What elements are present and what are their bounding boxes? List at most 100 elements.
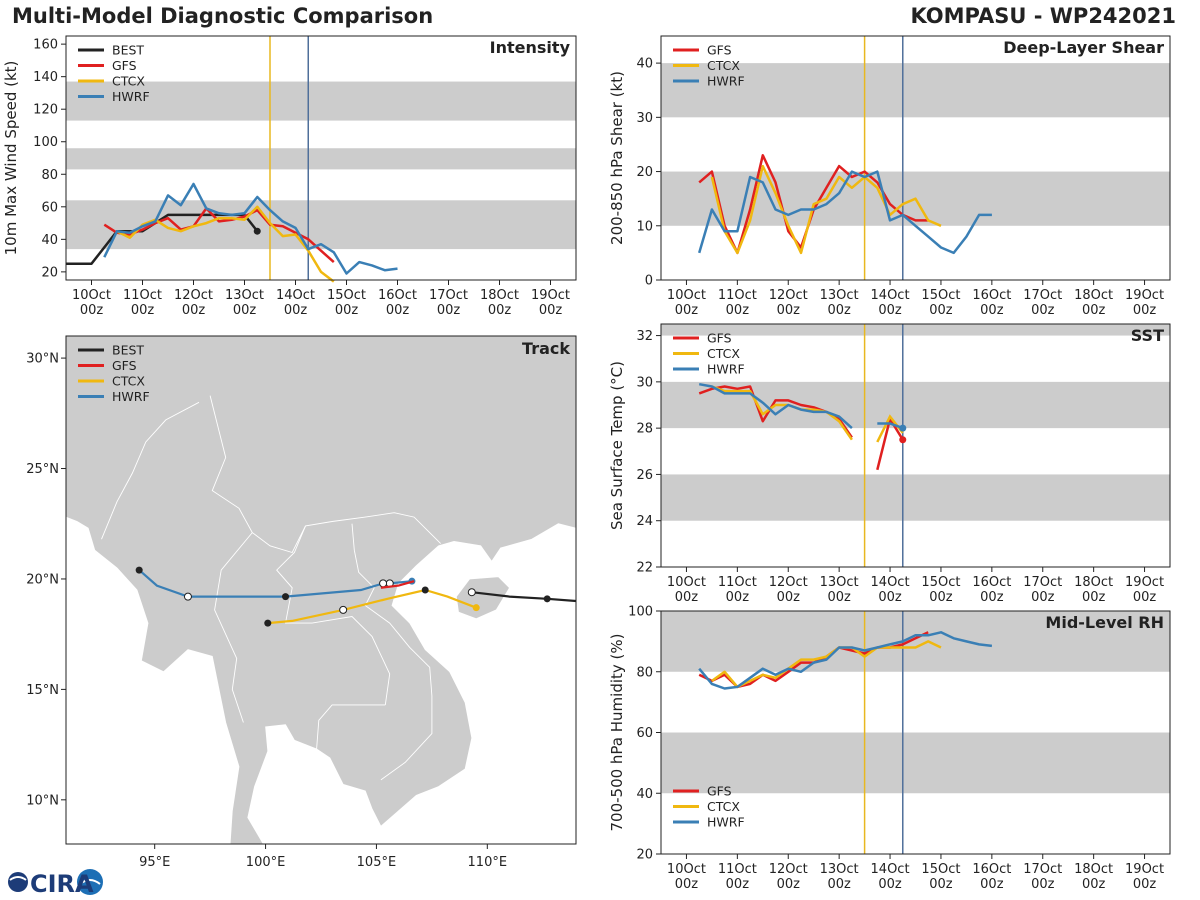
intensity-ytick-label: 60 (41, 200, 58, 215)
shear-ytick-label: 20 (636, 165, 653, 180)
sst-ytick-label: 24 (636, 514, 653, 529)
rh-xtick-label: 15Oct (921, 862, 960, 877)
shear-ytick-label: 0 (645, 274, 653, 289)
shear-xtick-label: 00z (929, 303, 953, 318)
intensity-series-best-end-point (253, 227, 261, 235)
rh-band (661, 611, 1170, 672)
intensity-ytick-label: 100 (33, 135, 58, 150)
track-point-ctcx (472, 604, 480, 612)
intensity-series-hwrf (103, 182, 398, 275)
rh-xtick-label: 13Oct (820, 862, 859, 877)
track-xtick-label: 100°E (246, 855, 286, 870)
track-point-ctcx (421, 586, 429, 594)
shear-xtick-label: 00z (1031, 303, 1055, 318)
intensity-xtick-label: 00z (335, 303, 359, 318)
sst-xtick-label: 12Oct (769, 575, 808, 590)
shear-xtick-label: 10Oct (667, 288, 706, 303)
intensity-legend-label-hwrf: HWRF (112, 89, 150, 104)
sst-band (661, 381, 1170, 429)
track-xtick-label: 110°E (468, 855, 508, 870)
sst-xtick-label: 14Oct (871, 575, 910, 590)
track-ytick-label: 10°N (26, 793, 59, 808)
intensity-ytick-label: 140 (33, 70, 58, 85)
sst-xtick-label: 00z (726, 590, 750, 605)
rh-legend-label-gfs: GFS (707, 784, 732, 799)
track-legend-label-hwrf: HWRF (112, 389, 150, 404)
shear-xtick-label: 15Oct (921, 288, 960, 303)
shear-legend-label-ctcx: CTCX (707, 58, 740, 73)
shear-frame (660, 35, 1171, 281)
sst-frame (660, 323, 1171, 568)
shear-legend-label-gfs: GFS (707, 43, 732, 58)
intensity-series-ctcx (116, 205, 335, 283)
shear-xtick-label: 00z (878, 303, 902, 318)
track-border-line (351, 523, 433, 781)
track-title: Track (522, 339, 570, 358)
intensity-ylabel: 10m Max Wind Speed (kt) (2, 61, 20, 256)
track-border-line (316, 704, 386, 750)
shear-xtick-label: 00z (1082, 303, 1106, 318)
track-line-gfs (380, 580, 415, 589)
cira-logo-mark: CIRA (8, 869, 103, 898)
track-point-hwrf (183, 592, 192, 601)
intensity-legend-label-ctcx: CTCX (112, 74, 145, 89)
track-border-line (209, 395, 442, 554)
track-point-best (543, 595, 551, 603)
intensity-xtick-label: 17Oct (429, 288, 468, 303)
sst-series-hwrf (698, 382, 853, 430)
rh-legend-label-hwrf: HWRF (707, 815, 745, 830)
intensity-xtick-label: 10Oct (72, 288, 111, 303)
rh-xtick-label: 10Oct (667, 862, 706, 877)
rh-title: Mid-Level RH (1045, 613, 1164, 632)
track-legend-label-gfs: GFS (112, 358, 137, 373)
track-xtick-label: 105°E (357, 855, 397, 870)
sst-xtick-label: 13Oct (820, 575, 859, 590)
rh-series-ctcx (711, 640, 942, 689)
sst-legend-label-gfs: GFS (707, 331, 732, 346)
sst-series-hwrf-segment (877, 422, 904, 430)
intensity-xtick-label: 00z (233, 303, 257, 318)
intensity-frame (65, 35, 577, 281)
intensity-xtick-label: 19Oct (531, 288, 570, 303)
shear-xtick-label: 00z (827, 303, 851, 318)
sst-xtick-label: 00z (1082, 590, 1106, 605)
intensity-xtick-label: 13Oct (225, 288, 264, 303)
sst-xtick-label: 00z (1133, 590, 1157, 605)
shear-xtick-label: 16Oct (972, 288, 1011, 303)
shear-ylabel: 200-850 hPa Shear (kt) (608, 71, 626, 245)
rh-xtick-label: 00z (929, 877, 953, 892)
shear-ytick-label: 30 (636, 111, 653, 126)
sst-title: SST (1131, 326, 1164, 345)
track-border-line (101, 401, 200, 540)
rh-xtick-label: 17Oct (1023, 862, 1062, 877)
sst-xtick-label: 11Oct (718, 575, 757, 590)
intensity-xtick-label: 00z (488, 303, 512, 318)
track-ytick-label: 25°N (26, 462, 59, 477)
shear-xtick-label: 17Oct (1023, 288, 1062, 303)
sst-series-hwrf-end-point (899, 424, 907, 432)
intensity-xtick-label: 00z (131, 303, 155, 318)
shear-title: Deep-Layer Shear (1003, 38, 1164, 57)
shear-xtick-label: 12Oct (769, 288, 808, 303)
intensity-xtick-label: 00z (284, 303, 308, 318)
sst-band (661, 474, 1170, 521)
intensity-ytick-label: 20 (41, 265, 58, 280)
sst-xtick-label: 18Oct (1074, 575, 1113, 590)
sst-series-gfs-end-point (899, 436, 907, 444)
shear-series-ctcx (710, 164, 942, 255)
intensity-title: Intensity (490, 38, 571, 57)
sst-xtick-label: 00z (827, 590, 851, 605)
sst-xtick-label: 15Oct (921, 575, 960, 590)
intensity-xtick-label: 14Oct (276, 288, 315, 303)
rh-xtick-label: 16Oct (972, 862, 1011, 877)
intensity-xtick-label: 00z (437, 303, 461, 318)
track-land-mainland (66, 336, 576, 844)
intensity-series-gfs (103, 207, 335, 264)
shear-xtick-label: 13Oct (820, 288, 859, 303)
rh-ytick-label: 60 (636, 726, 653, 741)
track-line-best (471, 591, 576, 603)
sst-ytick-label: 26 (636, 468, 653, 483)
intensity-band (66, 148, 576, 170)
track-point-ctcx (339, 605, 348, 614)
shear-legend-label-hwrf: HWRF (707, 74, 745, 89)
